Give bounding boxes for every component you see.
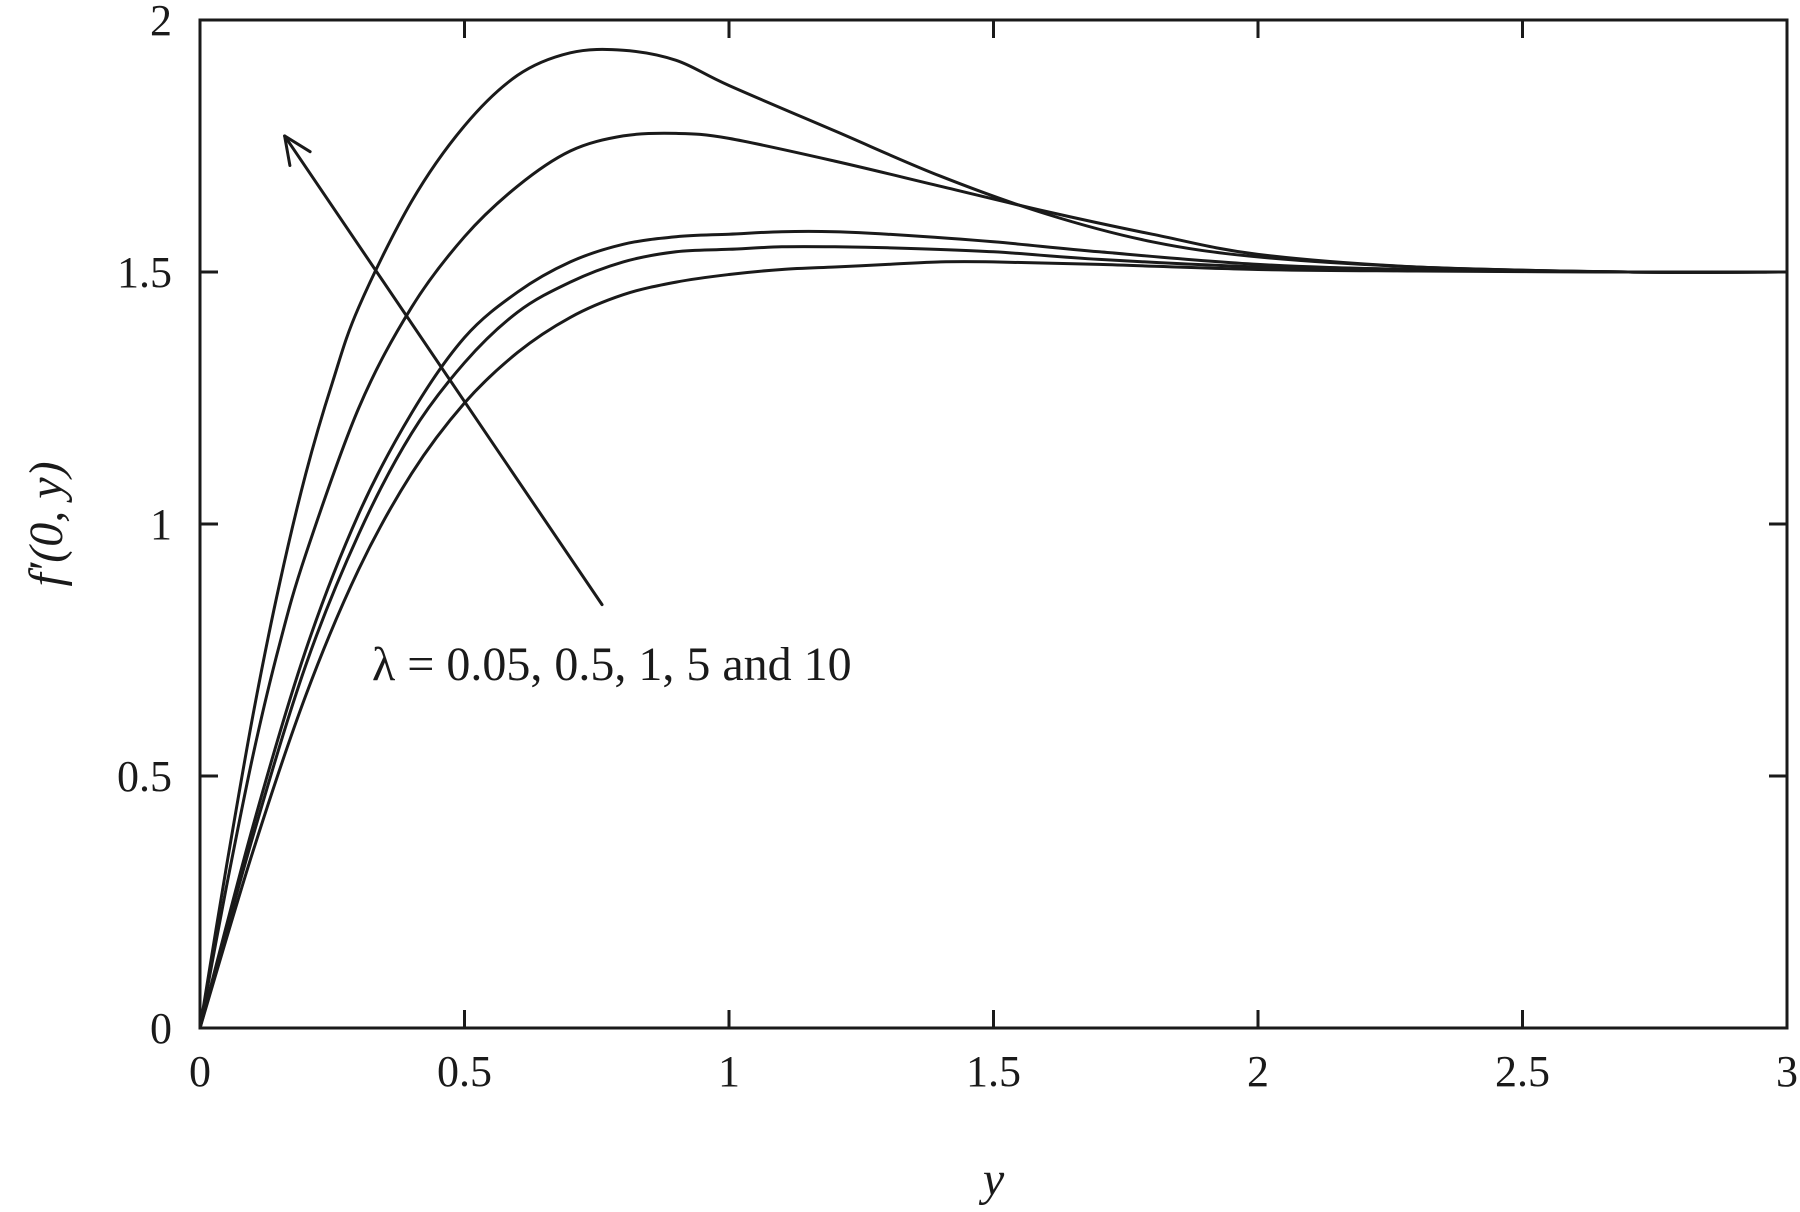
y-tick-label: 1.5	[117, 248, 172, 297]
x-tick-label: 0	[189, 1047, 211, 1096]
plot-frame	[198, 18, 1789, 1030]
series-line-4	[198, 131, 1789, 1030]
y-tick-label: 0	[150, 1004, 172, 1053]
tick-labels-layer: 0 0.5 1 1.5 2 2.5 3 0 0.5 1 1.5 2	[117, 0, 1798, 1096]
curves-layer	[198, 47, 1789, 1030]
series-line-5	[198, 47, 1789, 1030]
y-axis-label: f′(0, y)	[20, 461, 73, 586]
x-tick-label: 2.5	[1495, 1047, 1550, 1096]
annotation-arrow	[283, 134, 604, 607]
lambda-annotation: λ = 0.05, 0.5, 1, 5 and 10	[372, 638, 852, 691]
x-tick-label: 3	[1776, 1047, 1798, 1096]
series-line-3	[198, 229, 1789, 1030]
annotation-arrow-head	[283, 134, 312, 167]
x-axis-label: y	[978, 1153, 1005, 1206]
x-tick-label: 1.5	[966, 1047, 1021, 1096]
x-tick-label: 1	[718, 1047, 740, 1096]
y-tick-label: 1	[150, 500, 172, 549]
y-tick-label: 2	[150, 0, 172, 45]
x-tick-label: 0.5	[437, 1047, 492, 1096]
x-tick-label: 2	[1247, 1047, 1269, 1096]
series-line-1	[198, 260, 1789, 1030]
y-tick-label: 0.5	[117, 752, 172, 801]
ticks-layer	[198, 18, 1789, 1030]
series-line-2	[198, 245, 1789, 1030]
